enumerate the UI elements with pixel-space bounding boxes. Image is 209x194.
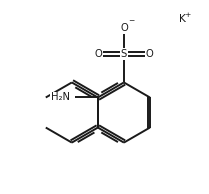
Text: O: O [146, 49, 153, 59]
Text: H₂N: H₂N [51, 93, 70, 102]
Text: O: O [120, 23, 128, 33]
Text: S: S [121, 49, 127, 59]
Text: O: O [94, 49, 102, 59]
Text: +: + [184, 12, 191, 17]
Text: −: − [128, 18, 134, 24]
Text: K: K [179, 14, 186, 24]
